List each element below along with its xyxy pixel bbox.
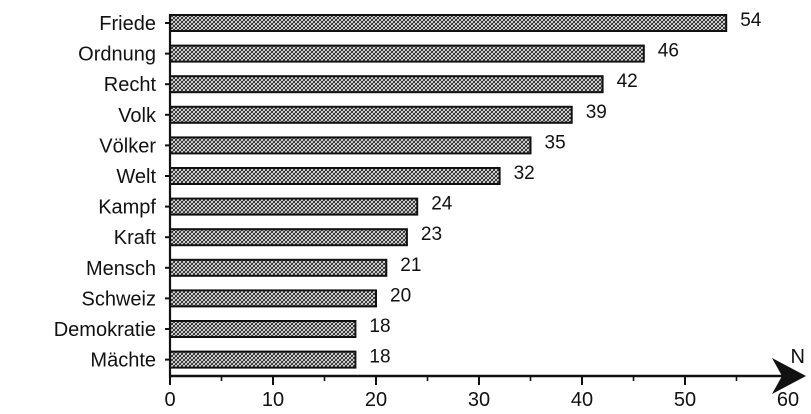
value-label: 32 (514, 163, 535, 184)
bar-11 (169, 350, 357, 369)
bar-5 (169, 167, 501, 185)
bar-2 (169, 75, 604, 94)
bar-1 (169, 44, 645, 63)
bar-4 (169, 136, 532, 155)
category-label: Völker (99, 135, 156, 157)
category-label: Mächte (90, 350, 156, 372)
category-label: Schweiz (82, 288, 156, 310)
x-axis-label: N (791, 346, 805, 368)
category-label: Volk (118, 105, 157, 127)
value-label: 20 (390, 285, 411, 306)
category-label: Ordnung (78, 44, 156, 66)
value-label: 35 (545, 132, 566, 153)
value-label: 42 (617, 71, 638, 92)
bar-3 (169, 105, 573, 124)
x-tick-label: 50 (674, 389, 696, 411)
bar-7 (169, 228, 408, 247)
bar-9 (169, 289, 377, 308)
x-tick-label: 30 (468, 389, 490, 411)
bar-0 (169, 14, 728, 32)
value-label: 54 (740, 10, 762, 31)
x-tick-label: 40 (571, 389, 593, 411)
bar-6 (169, 197, 419, 216)
x-tick-label: 0 (164, 389, 175, 411)
category-label: Kampf (98, 197, 156, 219)
value-label: 39 (586, 102, 607, 123)
x-tick-label: 10 (262, 389, 284, 411)
bar-10 (169, 320, 357, 338)
category-label: Mensch (86, 258, 156, 280)
value-label: 23 (421, 224, 442, 245)
value-label: 46 (658, 41, 679, 62)
bar-8 (169, 258, 388, 277)
category-label: Welt (116, 166, 156, 188)
value-label: 18 (369, 316, 390, 337)
value-label: 18 (369, 347, 390, 368)
x-tick-label: 60 (777, 389, 799, 411)
category-label: Demokratie (54, 319, 156, 341)
category-label: Kraft (114, 227, 157, 249)
value-label: 21 (400, 255, 421, 276)
category-label: Friede (99, 13, 156, 35)
value-label: 24 (431, 194, 453, 215)
x-tick-label: 20 (365, 389, 387, 411)
category-label: Recht (104, 74, 157, 96)
